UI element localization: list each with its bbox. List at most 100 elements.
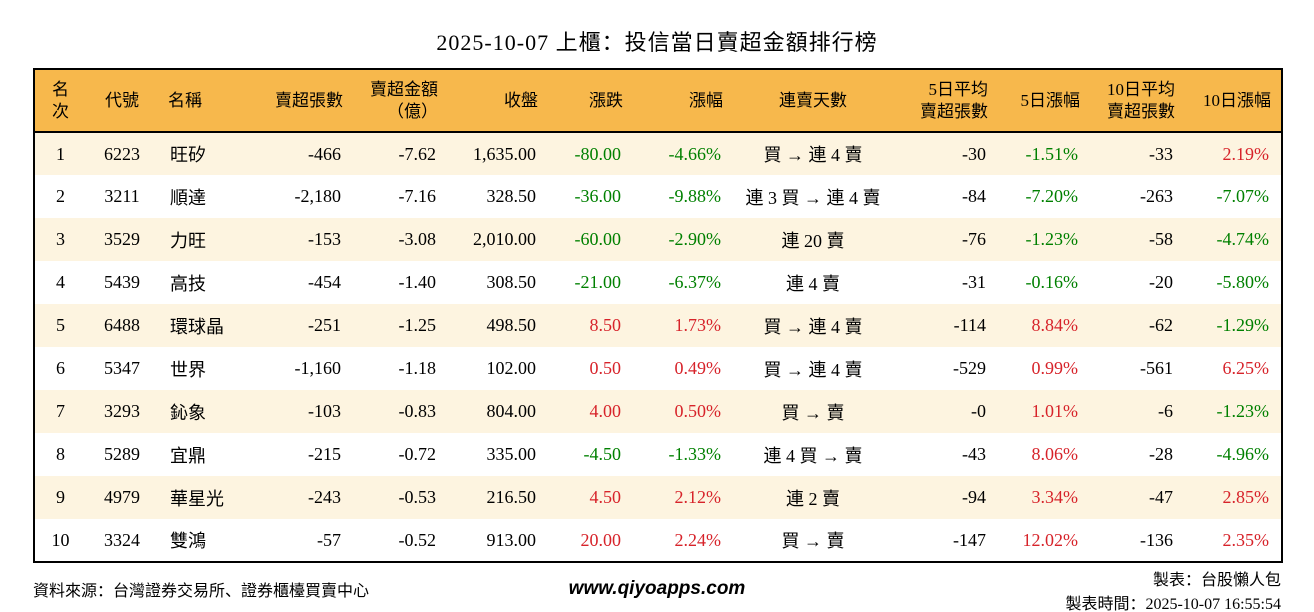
cell-pct5: -1.23% [1025, 229, 1079, 249]
data-source-note: 資料來源：台灣證券交易所、證券櫃檯買賣中心 [33, 583, 370, 600]
cell-change: 0.50 [589, 358, 622, 378]
cell-streak: 連 4 買 → 賣 [763, 445, 863, 466]
col-header-avg10-volume: 10日平均 賣超張數 [1090, 69, 1185, 133]
cell-change: 20.00 [580, 529, 622, 550]
cell-change-pct: -6.37% [668, 272, 722, 292]
cell-pct10: 2.19% [1222, 143, 1270, 164]
cell-close: 102.00 [486, 358, 537, 378]
cell-pct5: 3.34% [1031, 487, 1079, 507]
cell-close: 913.00 [486, 529, 537, 550]
cell-rank: 9 [56, 487, 65, 507]
cell-avg5-volume: -0 [971, 401, 986, 421]
cell-pct5: -1.51% [1025, 143, 1079, 164]
cell-avg10-volume: -62 [1149, 315, 1173, 335]
cell-code: 4979 [104, 487, 140, 507]
cell-code: 3211 [104, 186, 140, 206]
cell-change-pct: -1.33% [668, 444, 722, 464]
cell-change-pct: -4.66% [668, 143, 722, 164]
cell-streak: 買 → 連 4 賣 [763, 145, 863, 165]
cell-pct10: -7.07% [1216, 186, 1270, 206]
cell-sell-amount: -1.40 [398, 272, 437, 292]
page-title: 2025-10-07 上櫃：投信當日賣超金額排行榜 [436, 30, 878, 55]
table-row: 2 3211 順達 -2,180 -7.16 328.50 -36.00 -9.88% 連 3 … [34, 175, 1282, 218]
table-row: 4 5439 高技 -454 -1.40 308.50 -21.00 -6.37% 連 4 賣 -… [34, 261, 1282, 304]
col-header-name: 名稱 [158, 69, 253, 133]
cell-pct10: 2.85% [1222, 487, 1270, 507]
cell-sell-volume: -243 [308, 487, 341, 507]
cell-change: 4.50 [589, 487, 622, 507]
cell-sell-amount: -7.62 [398, 143, 437, 164]
col-header-sell-volume: 賣超張數 [253, 69, 353, 133]
cell-avg5-volume: -43 [962, 444, 986, 464]
timestamp-note: 製表時間：2025-10-07 16:55:54 [1065, 596, 1281, 612]
cell-close: 308.50 [486, 272, 537, 292]
cell-pct5: -7.20% [1025, 186, 1079, 206]
col-header-change-pct: 漲幅 [633, 69, 733, 133]
cell-close: 335.00 [486, 444, 537, 464]
cell-name: 鈊象 [170, 402, 206, 423]
cell-pct5: 12.02% [1022, 529, 1079, 550]
cell-rank: 8 [56, 444, 65, 464]
cell-streak: 連 20 賣 [781, 230, 845, 251]
cell-change-pct: 1.73% [674, 315, 722, 335]
cell-pct5: 8.06% [1031, 444, 1079, 464]
table-row: 5 6488 環球晶 -251 -1.25 498.50 8.50 1.73% 買 → 連 4 … [34, 304, 1282, 347]
cell-name: 世界 [170, 359, 206, 380]
cell-name: 順達 [170, 187, 206, 208]
table-row: 10 3324 雙鴻 -57 -0.52 913.00 20.00 2.24% 買 → 賣 -14… [34, 519, 1282, 562]
cell-code: 5289 [104, 444, 140, 464]
cell-rank: 3 [56, 229, 65, 249]
cell-rank: 7 [56, 401, 65, 421]
cell-sell-amount: -3.08 [398, 229, 437, 249]
cell-pct10: -1.29% [1216, 315, 1270, 335]
cell-rank: 2 [56, 186, 65, 206]
cell-change-pct: 2.12% [674, 487, 722, 507]
cell-pct10: 2.35% [1222, 529, 1270, 550]
table-row: 1 6223 旺矽 -466 -7.62 1,635.00 -80.00 -4.66% 買 → … [34, 132, 1282, 175]
table-body: 1 6223 旺矽 -466 -7.62 1,635.00 -80.00 -4.66% 買 → … [34, 132, 1282, 562]
cell-pct10: -4.96% [1216, 444, 1270, 464]
cell-sell-volume: -454 [308, 272, 341, 292]
cell-close: 804.00 [486, 401, 537, 421]
cell-sell-volume: -57 [317, 529, 341, 550]
cell-code: 3529 [104, 229, 140, 249]
cell-avg10-volume: -28 [1149, 444, 1173, 464]
cell-sell-amount: -0.53 [398, 487, 437, 507]
cell-close: 1,635.00 [473, 143, 536, 164]
table-row: 9 4979 華星光 -243 -0.53 216.50 4.50 2.12% 連 2 賣 -94… [34, 476, 1282, 519]
cell-code: 6488 [104, 315, 140, 335]
cell-avg5-volume: -84 [962, 186, 986, 206]
cell-change: 8.50 [589, 315, 622, 335]
cell-avg5-volume: -529 [953, 358, 986, 378]
cell-sell-volume: -2,180 [294, 186, 342, 206]
col-header-sell-amount: 賣超金額 （億） [353, 69, 448, 133]
cell-change-pct: 0.50% [674, 401, 722, 421]
cell-change-pct: -9.88% [668, 186, 722, 206]
cell-rank: 10 [51, 529, 70, 550]
col-header-avg5-volume: 5日平均 賣超張數 [893, 69, 998, 133]
col-header-streak: 連賣天數 [733, 69, 893, 133]
cell-sell-volume: -153 [308, 229, 341, 249]
cell-rank: 6 [56, 358, 65, 378]
table-row: 3 3529 力旺 -153 -3.08 2,010.00 -60.00 -2.90% 連 20… [34, 218, 1282, 261]
cell-streak: 連 2 賣 [786, 488, 840, 509]
cell-code: 5439 [104, 272, 140, 292]
cell-code: 6223 [104, 143, 140, 164]
cell-streak: 買 → 賣 [781, 531, 845, 551]
cell-avg10-volume: -263 [1140, 186, 1173, 206]
table-row: 8 5289 宜鼎 -215 -0.72 335.00 -4.50 -1.33% 連 4 買 →… [34, 433, 1282, 476]
cell-change-pct: -2.90% [668, 229, 722, 249]
cell-name: 旺矽 [170, 145, 206, 165]
cell-streak: 買 → 賣 [781, 402, 845, 423]
cell-avg5-volume: -114 [953, 315, 986, 335]
cell-close: 216.50 [486, 487, 537, 507]
cell-sell-amount: -1.25 [398, 315, 437, 335]
col-header-rank: 名次 [34, 69, 86, 133]
cell-avg10-volume: -47 [1149, 487, 1173, 507]
cell-rank: 5 [56, 315, 65, 335]
cell-sell-volume: -103 [308, 401, 341, 421]
cell-pct10: -5.80% [1216, 272, 1270, 292]
cell-streak: 連 4 賣 [786, 273, 840, 294]
cell-avg10-volume: -58 [1149, 229, 1173, 249]
